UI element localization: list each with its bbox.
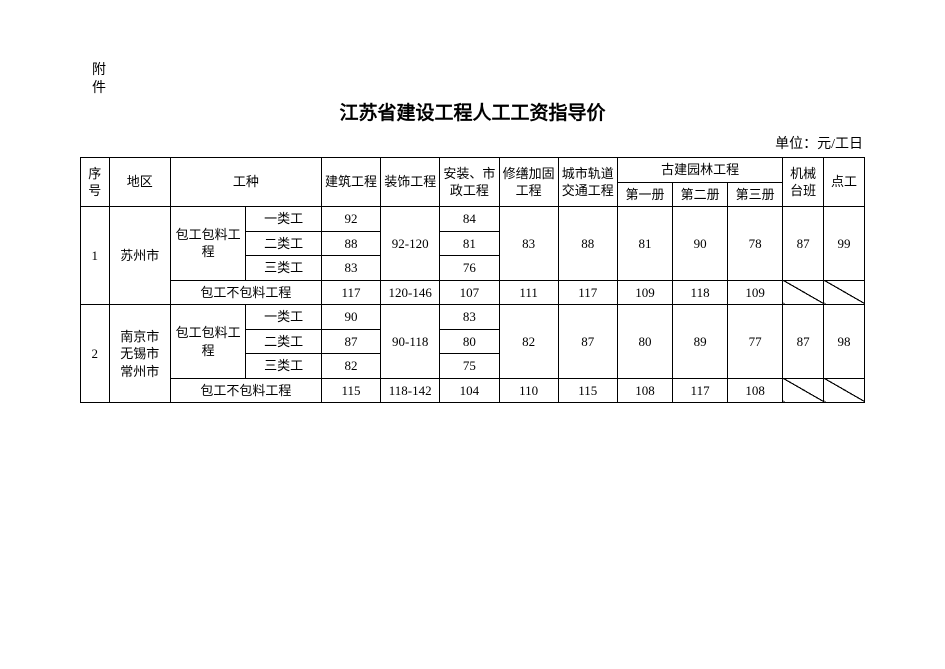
cell-value: 82 <box>321 354 380 379</box>
cell-value: 75 <box>440 354 499 379</box>
cell-seq: 2 <box>81 305 110 403</box>
wage-table: 序号 地区 工种 建筑工程 装饰工程 安装、市政工程 修缮加固工程 城市轨道交通… <box>80 157 865 403</box>
cell-class1-label: 一类工 <box>246 305 322 330</box>
cell-value: 78 <box>728 207 783 281</box>
cell-value: 108 <box>617 378 672 403</box>
cell-value: 115 <box>558 378 617 403</box>
cell-class3-label: 三类工 <box>246 354 322 379</box>
cell-value: 88 <box>321 231 380 256</box>
cell-class2-label: 二类工 <box>246 231 322 256</box>
cell-value: 89 <box>673 305 728 379</box>
cell-contract-with-material: 包工包料工程 <box>170 207 246 281</box>
header-rail: 城市轨道交通工程 <box>558 158 617 207</box>
cell-value: 104 <box>440 378 499 403</box>
header-repair: 修缮加固工程 <box>499 158 558 207</box>
cell-value: 88 <box>558 207 617 281</box>
cell-value: 117 <box>558 280 617 305</box>
cell-slash <box>783 378 824 403</box>
appendix-label: 附件 <box>92 62 112 98</box>
header-ancient-v1: 第一册 <box>617 182 672 207</box>
table-row: 包工不包料工程 117 120-146 107 111 117 109 118 … <box>81 280 865 305</box>
cell-contract-no-material: 包工不包料工程 <box>170 378 321 403</box>
cell-value: 90-118 <box>381 305 440 379</box>
cell-contract-no-material: 包工不包料工程 <box>170 280 321 305</box>
cell-value: 87 <box>558 305 617 379</box>
cell-class3-label: 三类工 <box>246 256 322 281</box>
cell-value: 83 <box>499 207 558 281</box>
header-seq: 序号 <box>81 158 110 207</box>
cell-contract-with-material: 包工包料工程 <box>170 305 246 379</box>
cell-value: 80 <box>617 305 672 379</box>
unit-label: 单位：元/工日 <box>80 133 865 153</box>
cell-value: 90 <box>673 207 728 281</box>
cell-value: 87 <box>783 305 824 379</box>
cell-value: 120-146 <box>381 280 440 305</box>
cell-value: 83 <box>440 305 499 330</box>
cell-value: 109 <box>617 280 672 305</box>
header-ancient-v2: 第二册 <box>673 182 728 207</box>
cell-value: 117 <box>321 280 380 305</box>
table-row: 包工不包料工程 115 118-142 104 110 115 108 117 … <box>81 378 865 403</box>
cell-value: 81 <box>440 231 499 256</box>
cell-value: 115 <box>321 378 380 403</box>
cell-class1-label: 一类工 <box>246 207 322 232</box>
cell-class2-label: 二类工 <box>246 329 322 354</box>
cell-value: 87 <box>321 329 380 354</box>
header-decoration: 装饰工程 <box>381 158 440 207</box>
cell-region: 苏州市 <box>109 207 170 305</box>
cell-value: 77 <box>728 305 783 379</box>
cell-value: 118 <box>673 280 728 305</box>
header-ancient-v3: 第三册 <box>728 182 783 207</box>
cell-value: 92 <box>321 207 380 232</box>
header-worktype: 工种 <box>170 158 321 207</box>
header-region: 地区 <box>109 158 170 207</box>
cell-value: 82 <box>499 305 558 379</box>
cell-value: 80 <box>440 329 499 354</box>
header-ancient-group: 古建园林工程 <box>617 158 782 183</box>
header-spot: 点工 <box>824 158 865 207</box>
cell-seq: 1 <box>81 207 110 305</box>
header-row-1: 序号 地区 工种 建筑工程 装饰工程 安装、市政工程 修缮加固工程 城市轨道交通… <box>81 158 865 183</box>
cell-value: 117 <box>673 378 728 403</box>
cell-value: 90 <box>321 305 380 330</box>
cell-value: 92-120 <box>381 207 440 281</box>
cell-value: 107 <box>440 280 499 305</box>
cell-slash <box>783 280 824 305</box>
cell-value: 108 <box>728 378 783 403</box>
cell-value: 81 <box>617 207 672 281</box>
cell-region: 南京市 无锡市 常州市 <box>109 305 170 403</box>
cell-value: 118-142 <box>381 378 440 403</box>
cell-slash <box>824 280 865 305</box>
cell-value: 76 <box>440 256 499 281</box>
cell-value: 83 <box>321 256 380 281</box>
cell-value: 84 <box>440 207 499 232</box>
page-title: 江苏省建设工程人工工资指导价 <box>80 98 865 125</box>
cell-slash <box>824 378 865 403</box>
cell-value: 111 <box>499 280 558 305</box>
header-construction: 建筑工程 <box>321 158 380 207</box>
table-row: 1 苏州市 包工包料工程 一类工 92 92-120 84 83 88 81 9… <box>81 207 865 232</box>
header-machine: 机械台班 <box>783 158 824 207</box>
table-row: 2 南京市 无锡市 常州市 包工包料工程 一类工 90 90-118 83 82… <box>81 305 865 330</box>
cell-value: 98 <box>824 305 865 379</box>
cell-value: 87 <box>783 207 824 281</box>
cell-value: 110 <box>499 378 558 403</box>
cell-value: 99 <box>824 207 865 281</box>
header-install: 安装、市政工程 <box>440 158 499 207</box>
cell-value: 109 <box>728 280 783 305</box>
